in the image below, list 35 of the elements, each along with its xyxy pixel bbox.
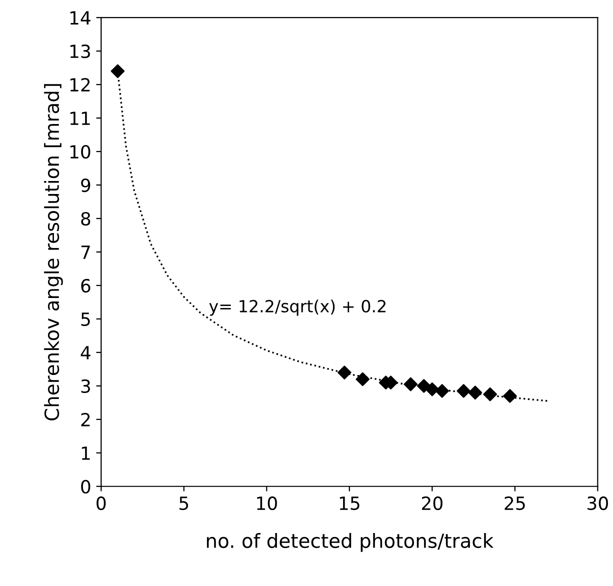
point <box>338 366 352 380</box>
point <box>483 387 497 402</box>
y-tick-label: 12 <box>70 78 90 92</box>
x-tick-label: 5 <box>180 496 188 510</box>
y-tick-label: 9 <box>81 178 90 192</box>
y-tick-label: 8 <box>81 212 90 226</box>
y-tick-label: 4 <box>80 346 90 360</box>
y-tick-label: 5 <box>81 312 90 326</box>
y-tick-label: 0 <box>81 480 90 494</box>
y-tick-label: 13 <box>70 44 90 58</box>
x-tick-label: 15 <box>340 496 360 510</box>
y-tick-label: 6 <box>81 278 90 293</box>
y-tick-label: 14 <box>70 11 90 24</box>
point <box>468 386 482 400</box>
y-tick-label: 7 <box>81 246 90 259</box>
y-tick-label: 3 <box>81 379 90 394</box>
x-axis-title: no. of detected photons/track <box>206 533 494 552</box>
point <box>404 377 418 392</box>
x-tick-label: 10 <box>257 496 277 510</box>
x-tick-label: 20 <box>422 496 442 510</box>
point <box>425 382 440 396</box>
x-tick-label: 30 <box>588 496 608 510</box>
annotation: y= 12.2/sqrt(x) + 0.2 <box>209 300 386 316</box>
y-axis-title: Cherenkov angle resolution [mrad] <box>44 84 63 420</box>
y-tick-label: 2 <box>81 412 90 426</box>
y-tick-label: 10 <box>70 144 90 159</box>
x-tick-label: 0 <box>96 496 106 510</box>
point <box>356 372 370 386</box>
y-tick-label: 1 <box>82 446 90 460</box>
point <box>110 64 125 78</box>
point <box>456 384 471 398</box>
point <box>435 384 449 398</box>
y-tick-label: 11 <box>70 112 90 125</box>
x-tick-label: 25 <box>504 496 525 510</box>
point <box>503 389 517 403</box>
